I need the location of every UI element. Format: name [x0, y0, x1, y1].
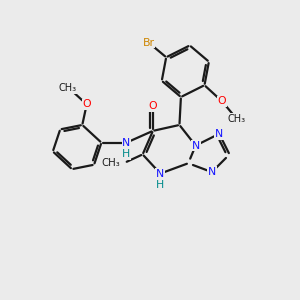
Text: O: O	[148, 101, 157, 111]
Text: H: H	[156, 180, 164, 190]
Text: N: N	[122, 138, 130, 148]
Text: N: N	[215, 129, 223, 139]
Text: N: N	[156, 169, 164, 178]
Text: N: N	[208, 167, 216, 177]
Text: N: N	[191, 141, 200, 151]
Text: CH₃: CH₃	[102, 158, 121, 168]
Text: O: O	[82, 99, 91, 110]
Text: Br: Br	[142, 38, 154, 47]
Text: H: H	[122, 149, 130, 159]
Text: CH₃: CH₃	[58, 83, 76, 93]
Text: CH₃: CH₃	[228, 114, 246, 124]
Text: O: O	[218, 96, 226, 106]
